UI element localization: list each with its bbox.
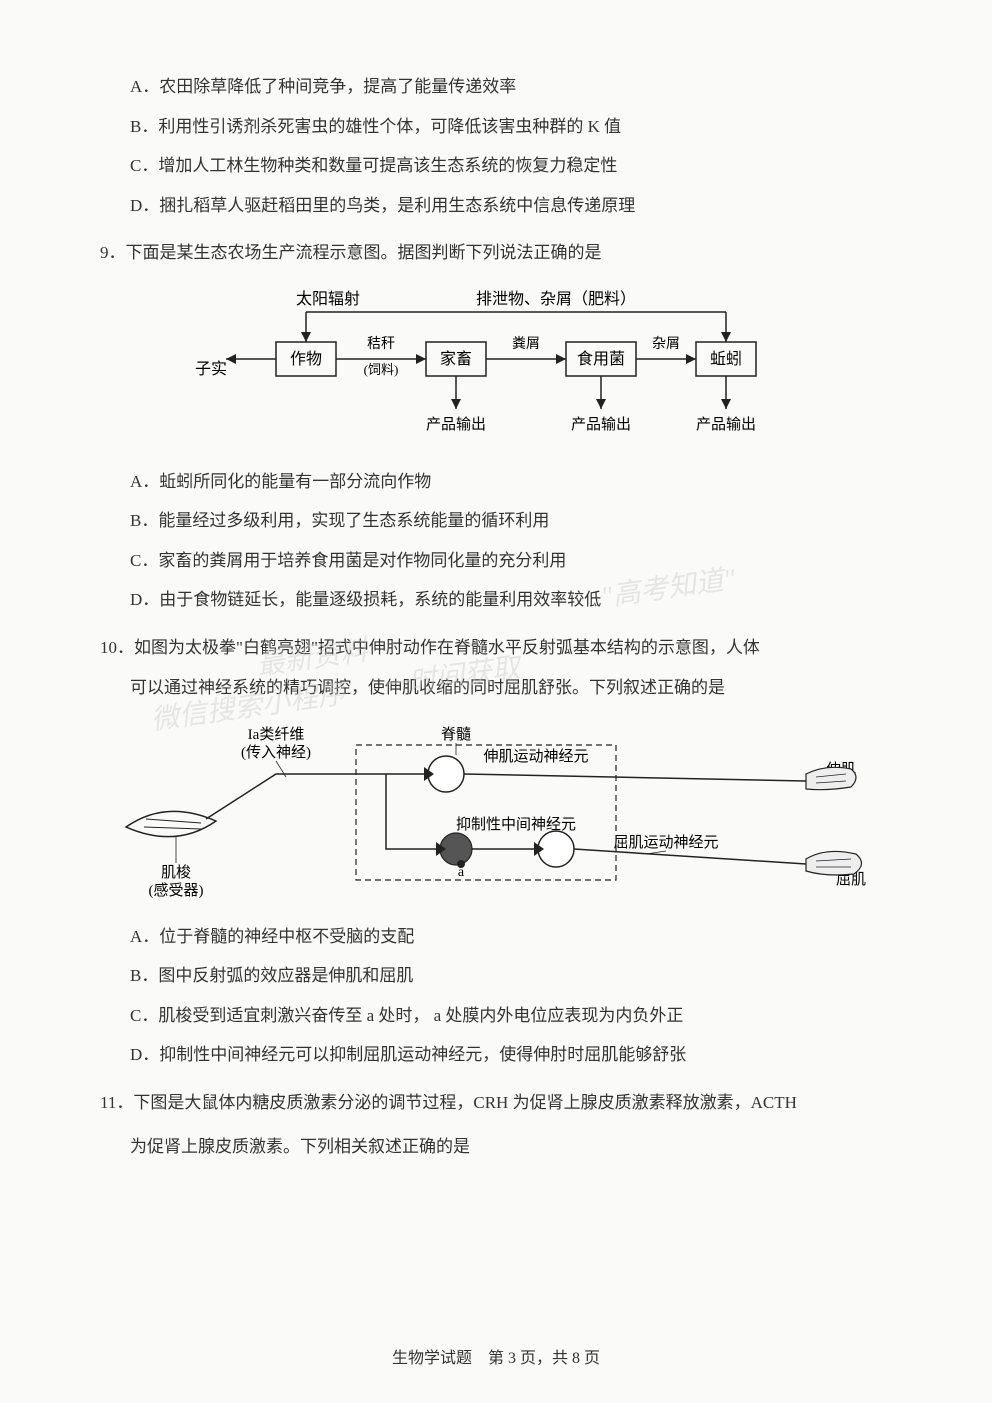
q9-out2: 产品输出 [571,416,631,433]
q11-stem1: 11．下图是大鼠体内糖皮质激素分泌的调节过程，CRH 为促肾上腺皮质激素释放激素… [100,1088,912,1119]
page-footer: 生物学试题 第 3 页，共 8 页 [0,1344,992,1368]
q9-option-c: C．家畜的粪屑用于培养食用菌是对作物同化量的充分利用 [130,548,912,574]
q10-option-a: A．位于脊髓的神经中枢不受脑的支配 [130,924,912,950]
q9-arrow1-bot: (饲料) [364,362,399,377]
q9-option-b: B．能量经过多级利用，实现了生态系统能量的循环利用 [130,508,912,534]
q10-diagram: Ia类纤维 (传入神经) 脊髓 伸肌运动神经元 抑制性中间神经元 屈肌运动神经元… [106,719,886,909]
exam-page: A．农田除草降低了种间竞争，提高了能量传递效率 B．利用性引诱剂杀死害虫的雄性个… [0,0,992,1403]
q9-out3: 产品输出 [696,416,756,433]
q9-box-fungus: 食用菌 [577,350,625,368]
q10-option-b: B．图中反射弧的效应器是伸肌和屈肌 [130,963,912,989]
q10-option-d: D．抑制性中间神经元可以抑制屈肌运动神经元，使得伸肘时屈肌能够舒张 [130,1042,912,1068]
q9-arrow1-top: 秸秆 [367,336,395,352]
q10-ext-neuron-label: 伸肌运动神经元 [483,748,588,765]
q9-box-livestock: 家畜 [440,350,472,368]
q10-spinal-label: 脊髓 [441,726,471,743]
q10-flex-neuron-label: 屈肌运动神经元 [613,834,718,851]
q9-option-a: A．蚯蚓所同化的能量有一部分流向作物 [130,469,912,495]
q9-out1: 产品输出 [426,416,486,433]
q10-spindle-label: 肌梭 [161,863,191,881]
q9-diagram: 太阳辐射 排泄物、杂屑（肥料） 作物 家畜 食用菌 蚯蚓 秸秆 (饲料) 粪屑 … [186,284,806,454]
q8-option-a: A．农田除草降低了种间竞争，提高了能量传递效率 [130,74,912,100]
q10-ia-label: Ia类纤维 [248,726,305,743]
q8-option-b: B．利用性引诱剂杀死害虫的雄性个体，可降低该害虫种群的 K 值 [130,114,912,140]
q10-receptor-label: (感受器) [149,882,204,899]
q9-left-out: 子实 [195,360,227,378]
q9-stem: 9．下面是某生态农场生产流程示意图。据图判断下列说法正确的是 [100,238,912,269]
q8-option-c: C．增加人工林生物种类和数量可提高该生态系统的恢复力稳定性 [130,153,912,179]
q11-stem2: 为促肾上腺皮质激素。下列相关叙述正确的是 [130,1132,912,1163]
q9-box-worm: 蚯蚓 [710,350,742,368]
q9-sun-label: 太阳辐射 [296,290,360,308]
q10-stem2: 可以通过神经系统的精巧调控，使伸肌收缩的同时屈肌舒张。下列叙述正确的是 [130,673,912,704]
q9-option-d: D．由于食物链延长，能量逐级损耗，系统的能量利用效率较低 [130,587,912,613]
q8-option-d: D．捆扎稻草人驱赶稻田里的鸟类，是利用生态系统中信息传递原理 [130,193,912,219]
q9-box-crop: 作物 [290,350,322,368]
q10-afferent-label: (传入神经) [241,744,311,761]
q10-stem1: 10．如图为太极拳"白鹤亮翅"招式中伸肘动作在脊髓水平反射弧基本结构的示意图，人… [100,633,912,664]
q9-arrow3: 杂屑 [652,336,680,352]
q10-option-c: C．肌梭受到适宜刺激兴奋传至 a 处时， a 处膜内外电位应表现为内负外正 [130,1003,912,1029]
q9-arrow2: 粪屑 [512,336,540,352]
q9-waste-label: 排泄物、杂屑（肥料） [476,290,636,308]
